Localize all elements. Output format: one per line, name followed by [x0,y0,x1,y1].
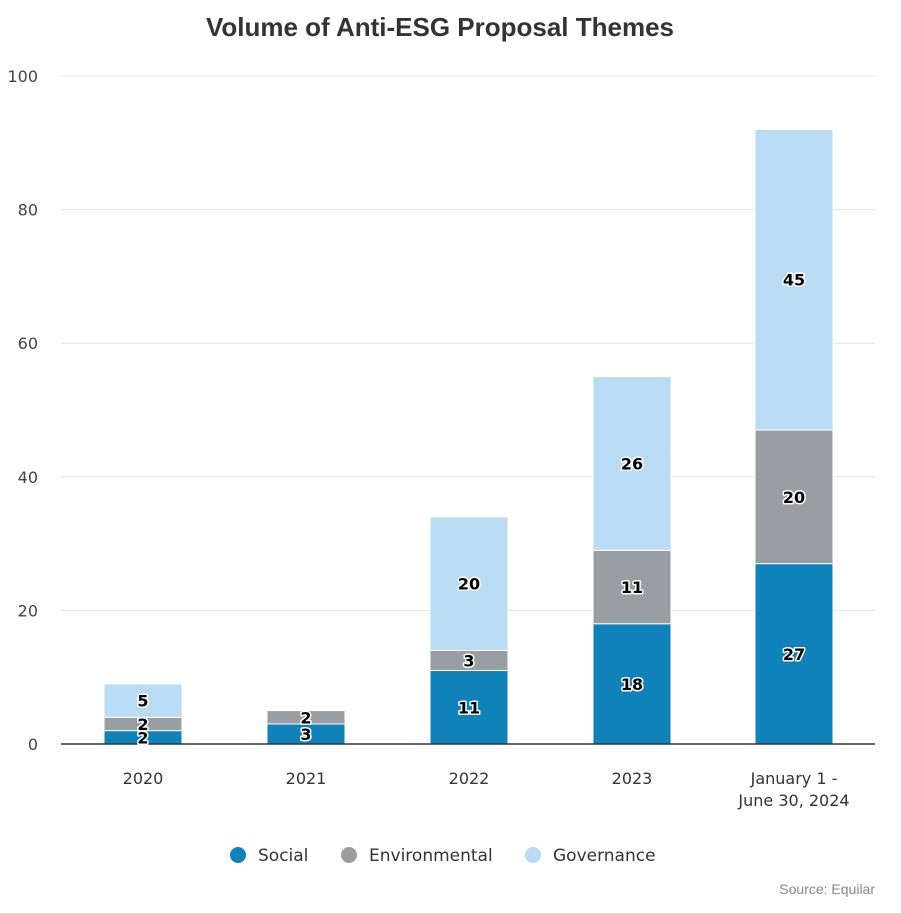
y-tick-label: 0 [28,735,38,754]
x-tick-label: January 1 - [750,769,838,788]
bar-segment-environmental [266,710,346,725]
data-label: 45 [783,271,805,290]
y-axis-ticks: 0 20 40 60 80 100 [7,67,38,754]
data-label: 27 [783,645,805,664]
bar-segment-social [754,563,834,745]
bars [103,128,834,745]
y-tick-label: 40 [18,468,38,487]
data-label: 3 [463,652,474,671]
x-tick-label: 2023 [612,769,653,788]
legend-item-environmental[interactable]: Environmental [341,846,493,866]
x-axis-ticks: 2020 2021 2022 2023 January 1 - June 30, 2024 [123,769,850,810]
y-tick-label: 60 [18,334,38,353]
legend-label: Governance [553,846,656,866]
bar-segment-governance [103,683,183,718]
legend-item-governance[interactable]: Governance [525,846,656,866]
bar-segment-governance [429,516,509,651]
bar-segment-governance [754,128,834,431]
legend-label: Environmental [369,846,493,866]
gridlines [61,75,875,611]
source-note: Source: Equilar [779,881,875,897]
legend-item-social[interactable]: Social [230,846,308,866]
x-tick-label: 2021 [286,769,327,788]
data-label: 18 [621,675,643,694]
x-tick-label: 2022 [449,769,490,788]
y-tick-label: 80 [18,201,38,220]
data-label: 2 [137,728,148,747]
data-label: 26 [621,454,643,473]
x-tick-label: 2020 [123,769,164,788]
data-label: 20 [458,575,480,594]
y-tick-label: 20 [18,601,38,620]
data-label: 2 [300,708,311,727]
bar-segment-governance [592,376,672,551]
data-label: 2 [137,715,148,734]
bar-segment-social [429,670,509,745]
bar-segment-social [592,623,672,745]
legend-swatch [525,847,541,863]
bar-segment-environmental [754,429,834,565]
legend-swatch [230,847,246,863]
bar-segment-environmental [592,549,672,625]
data-label: 3 [300,725,311,744]
legend-swatch [341,847,357,863]
y-tick-label: 100 [7,67,38,86]
data-label: 5 [137,692,148,711]
data-label: 11 [458,698,480,717]
data-label: 11 [621,578,643,597]
legend: Social Environmental Governance [230,846,656,866]
chart-title: Volume of Anti-ESG Proposal Themes [206,12,674,42]
legend-label: Social [258,846,308,866]
data-label: 20 [783,488,805,507]
x-tick-label: June 30, 2024 [737,791,849,810]
